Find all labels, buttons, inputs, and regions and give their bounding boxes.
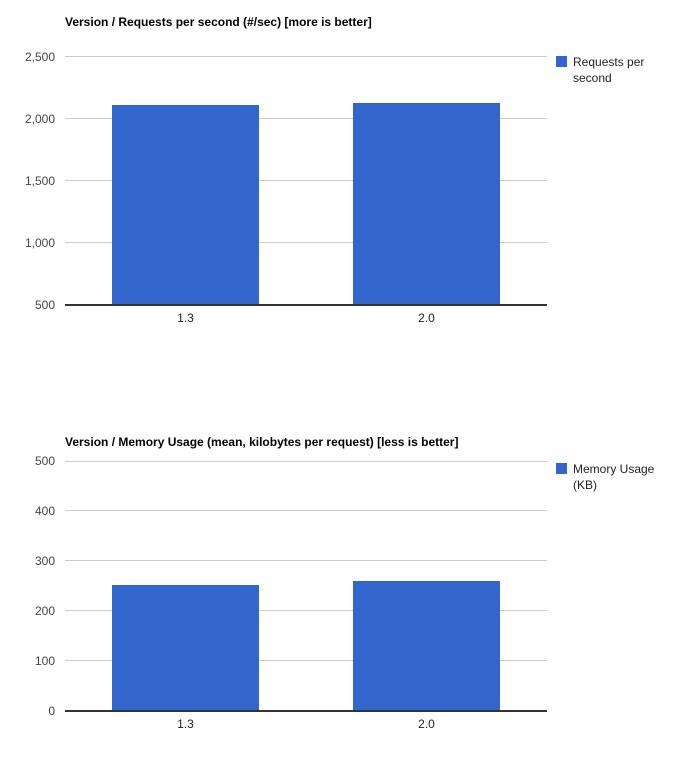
gridline xyxy=(65,610,547,612)
legend-swatch-icon xyxy=(556,463,567,474)
x-axis-category-label: 2.0 xyxy=(418,310,435,325)
bar[interactable] xyxy=(353,580,500,711)
memory-usage-chart: Version / Memory Usage (mean, kilobytes … xyxy=(0,420,680,763)
gridline xyxy=(65,180,547,181)
legend-label-line: Requests per xyxy=(573,55,645,69)
gridline xyxy=(65,660,547,662)
legend: Requests per second xyxy=(556,54,644,86)
y-axis-tick-label: 1,000 xyxy=(24,235,55,250)
y-axis-tick-label: 2,500 xyxy=(24,49,55,64)
gridline xyxy=(65,560,547,562)
requests-per-second-chart: Version / Requests per second (#/sec) [m… xyxy=(0,0,680,380)
plot-area: 0 100 200 300 400 500 1.3 2.0 xyxy=(0,420,680,763)
gridline xyxy=(65,56,547,57)
y-axis-tick-label: 400 xyxy=(34,503,55,518)
axis-baseline xyxy=(65,303,547,306)
y-axis-tick-label: 100 xyxy=(34,653,55,668)
y-axis-tick-label: 500 xyxy=(34,297,55,312)
gridline xyxy=(65,460,547,462)
gridline xyxy=(65,510,547,512)
x-axis-category-label: 1.3 xyxy=(177,716,194,731)
legend-label-line: Memory Usage xyxy=(573,462,655,476)
gridline xyxy=(65,118,547,119)
legend-swatch-icon xyxy=(556,56,567,67)
legend-label: Memory Usage (KB) xyxy=(573,461,654,493)
y-axis-tick-label: 300 xyxy=(34,553,55,568)
y-axis-tick-label: 2,000 xyxy=(24,111,55,126)
gridline xyxy=(65,242,547,243)
legend-label-line: (KB) xyxy=(573,478,597,492)
chart-title: Version / Requests per second (#/sec) [m… xyxy=(65,15,372,29)
y-axis-tick-label: 500 xyxy=(34,454,55,468)
bar[interactable] xyxy=(112,584,259,711)
legend: Memory Usage (KB) xyxy=(556,461,654,493)
plot-area: 500 1,000 1,500 2,000 2,500 1.3 2.0 xyxy=(0,0,680,380)
chart-title: Version / Memory Usage (mean, kilobytes … xyxy=(65,435,459,449)
y-axis-tick-label: 200 xyxy=(34,603,55,618)
axis-baseline xyxy=(65,709,547,712)
bar[interactable] xyxy=(353,103,500,305)
legend-label: Requests per second xyxy=(573,54,644,86)
y-axis-tick-label: 0 xyxy=(48,703,55,718)
x-axis-category-label: 2.0 xyxy=(418,716,435,731)
legend-label-line: second xyxy=(573,71,612,85)
x-axis-category-label: 1.3 xyxy=(177,310,194,325)
bar[interactable] xyxy=(112,104,259,305)
y-axis-tick-label: 1,500 xyxy=(24,173,55,188)
